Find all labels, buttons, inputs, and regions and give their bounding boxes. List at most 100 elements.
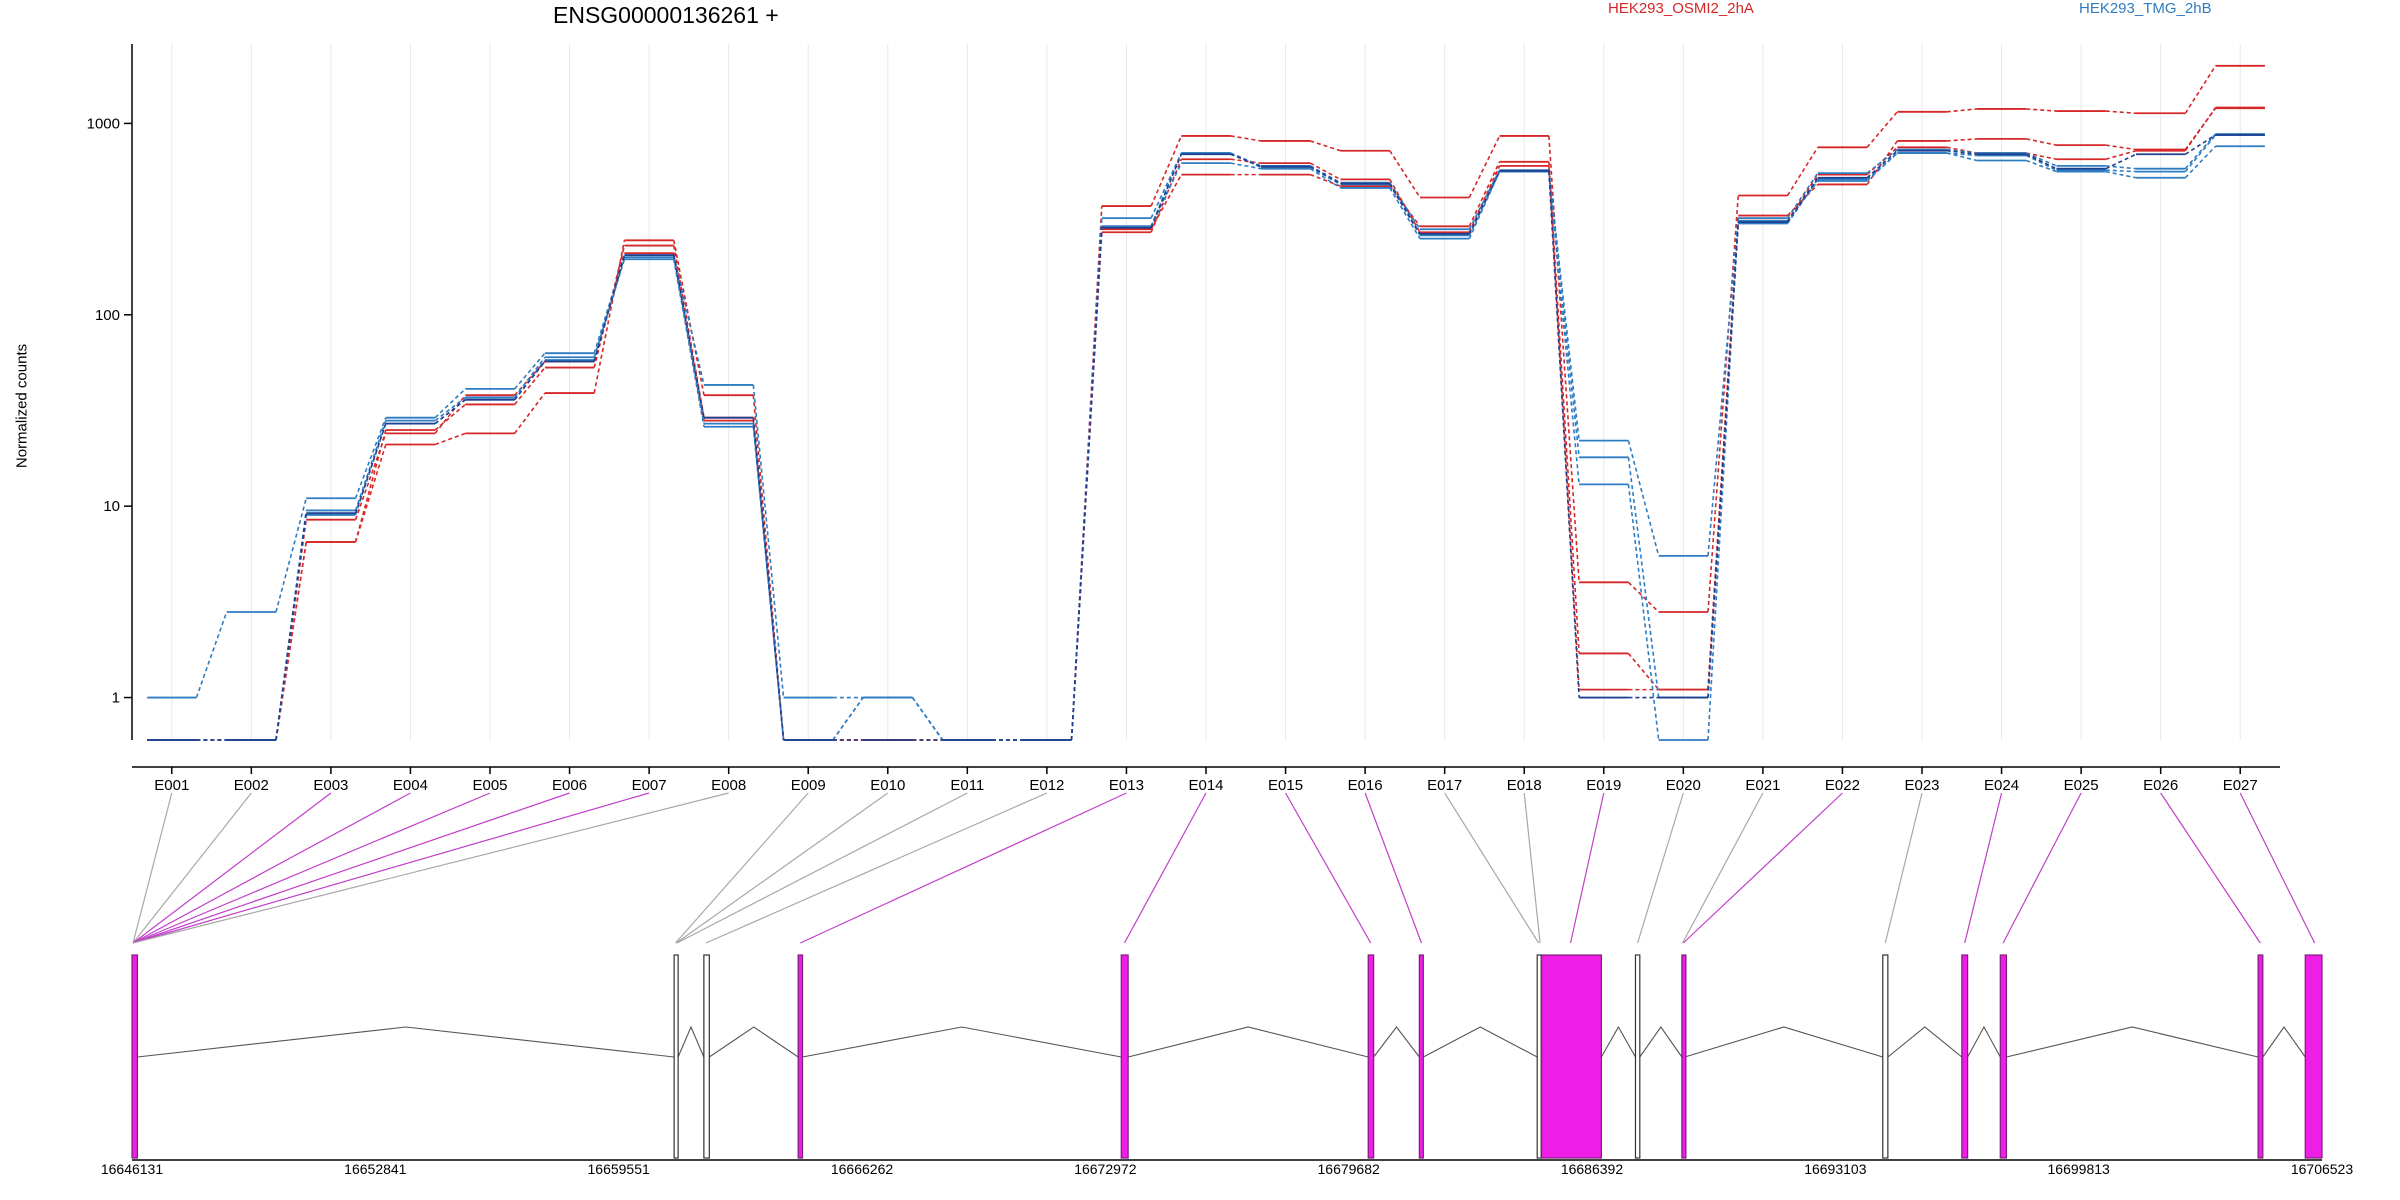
series-connector (1866, 140, 1898, 185)
x-tick-label: E027 (2223, 777, 2258, 794)
x-tick-label: E017 (1427, 777, 1462, 794)
series-connector (2184, 107, 2217, 152)
series-connector (1866, 146, 1898, 176)
legend-entry-osmi2: HEK293_OSMI2_2hA (1608, 0, 1754, 17)
exon-link (1364, 792, 1423, 944)
series-connector (2105, 165, 2137, 170)
series-connector (1309, 173, 1341, 187)
series-connector (354, 420, 387, 511)
series-connector (1866, 111, 1898, 148)
exon-link (132, 792, 411, 944)
intron-line (677, 1025, 705, 1058)
series-connector (1946, 152, 1977, 157)
exon-block (703, 954, 710, 1159)
intron-line (1684, 1026, 1883, 1058)
series-connector (1468, 135, 1501, 198)
x-tick-label: E020 (1666, 777, 1701, 794)
x-tick-label: E002 (234, 777, 269, 794)
series-connector (1070, 227, 1103, 741)
series-connector (1309, 140, 1341, 152)
series-connector (514, 356, 546, 398)
series-connector (1866, 150, 1898, 179)
intron-line (1373, 1026, 1420, 1058)
exon-link (675, 792, 889, 944)
exon-link (132, 792, 252, 944)
y-tick-label: 1000 (87, 115, 120, 132)
series-connector (1150, 174, 1183, 230)
x-tick-label: E026 (2143, 777, 2178, 794)
exon-block (1540, 954, 1602, 1159)
series-connector (1389, 187, 1421, 240)
genomic-tick-label: 16686392 (1561, 1161, 1624, 1177)
exon-block (1634, 954, 1641, 1159)
series-connector (2026, 138, 2057, 146)
exon-link (1682, 792, 1843, 944)
series-connector (1468, 170, 1501, 235)
x-tick-label: E006 (552, 777, 587, 794)
genomic-tick-label: 16699813 (2048, 1161, 2111, 1177)
series-connector (1548, 171, 1580, 485)
exon-block (673, 954, 679, 1159)
series-connector (593, 240, 626, 394)
y-tick-label: 1 (112, 690, 120, 707)
x-tick-label: E015 (1268, 777, 1303, 794)
x-tick-label: E019 (1586, 777, 1621, 794)
series-connector (593, 254, 626, 362)
series-connector (1230, 135, 1262, 142)
series-connector (514, 361, 546, 401)
series-connector (1627, 581, 1660, 613)
intron-line (1639, 1026, 1683, 1058)
exon-link (1523, 792, 1541, 944)
genomic-tick-label: 16652841 (344, 1161, 407, 1177)
series-connector (275, 541, 308, 741)
series-connector (752, 384, 785, 698)
x-tick-label: E021 (1745, 777, 1780, 794)
exon-block (1681, 954, 1687, 1159)
series-connector (434, 399, 466, 425)
intron-line (2006, 1026, 2259, 1058)
series-connector (1150, 135, 1183, 207)
series-connector (832, 697, 864, 741)
exon-link (1123, 792, 1207, 944)
exon-block (1418, 954, 1424, 1159)
x-tick-label: E004 (393, 777, 428, 794)
x-tick-label: E003 (313, 777, 348, 794)
series-connector (2184, 134, 2216, 155)
series-connector (1786, 177, 1819, 223)
series-connector (2184, 133, 2217, 170)
exon-block (797, 954, 804, 1159)
x-tick-label: E014 (1188, 777, 1223, 794)
series-connector (2105, 169, 2137, 173)
intron-line (709, 1026, 799, 1058)
series-connector (752, 417, 785, 741)
series-connector (1150, 152, 1183, 219)
series-connector (1946, 108, 1977, 113)
series-connector (434, 403, 466, 431)
exon-block (2257, 954, 2264, 1159)
series-connector (1150, 158, 1183, 233)
series-connector (1389, 178, 1421, 233)
intron-line (1423, 1026, 1538, 1058)
genomic-tick-label: 16646131 (101, 1161, 164, 1177)
series-connector (1309, 162, 1341, 181)
intron-line (802, 1026, 1122, 1058)
series-connector (354, 423, 387, 514)
exon-block (1882, 954, 1889, 1159)
series-connector (195, 611, 228, 698)
y-tick-label: 10 (103, 498, 120, 515)
exon-link (1444, 792, 1540, 944)
exon-block (1999, 954, 2008, 1159)
series-connector (1707, 195, 1740, 613)
series-connector (2026, 108, 2057, 112)
exon-block (2304, 954, 2323, 1159)
x-tick-label: E016 (1348, 777, 1383, 794)
series-connector (1548, 135, 1580, 583)
series-connector (354, 429, 387, 543)
exon-block (1536, 954, 1542, 1159)
series-connector (514, 392, 546, 434)
exon-link (705, 792, 1048, 944)
x-tick-label: E022 (1825, 777, 1860, 794)
exon-block (1120, 954, 1129, 1159)
series-connector (354, 433, 387, 520)
